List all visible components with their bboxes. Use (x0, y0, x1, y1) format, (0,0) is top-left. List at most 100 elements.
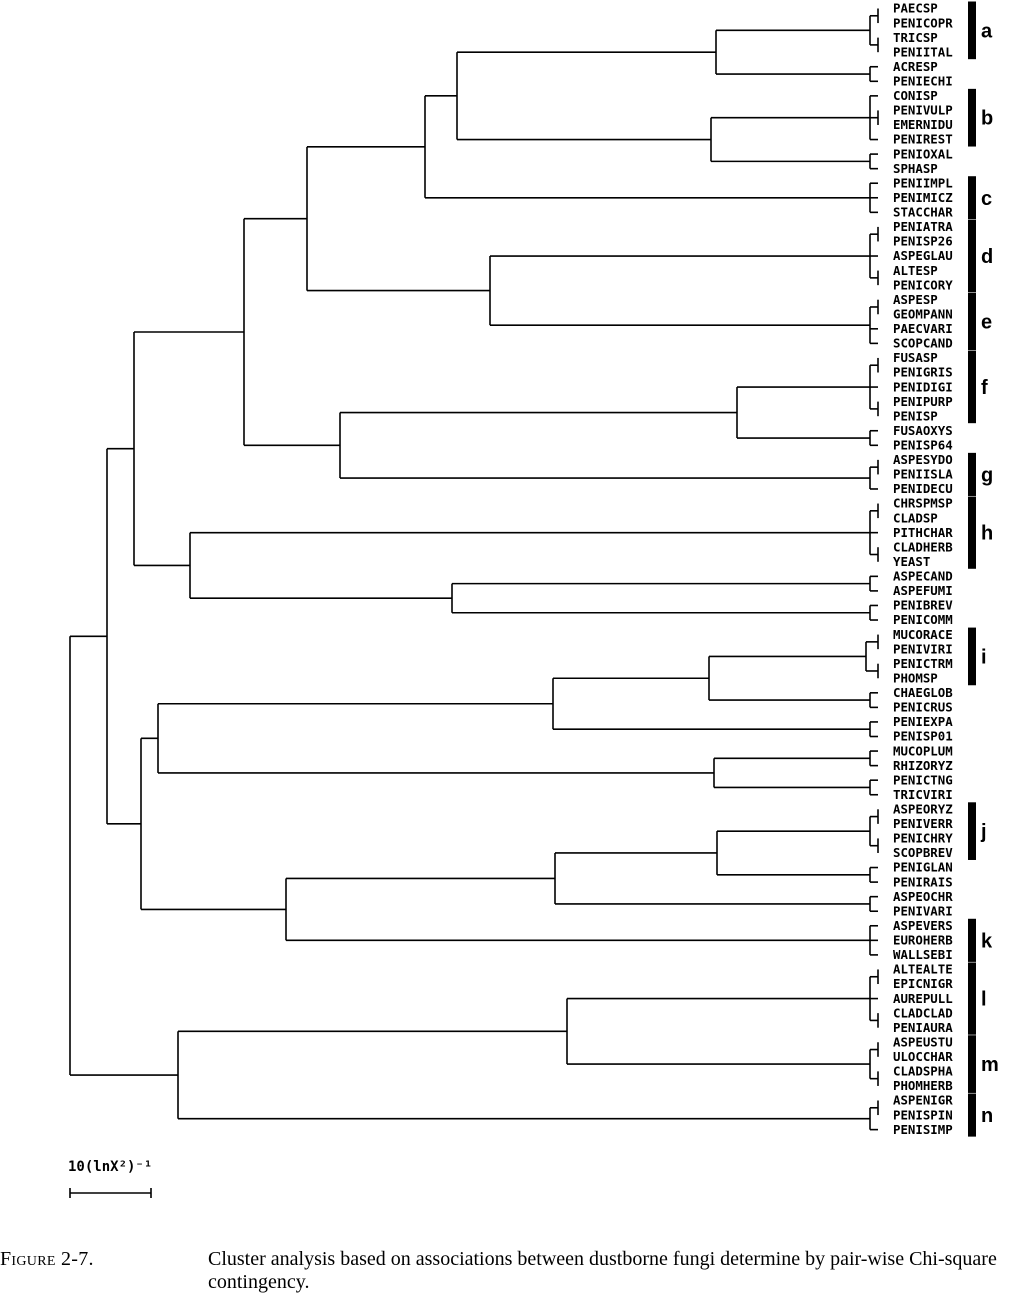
leaf-label: CONISP (893, 88, 938, 103)
leaf-label: PENIEXPA (893, 714, 953, 729)
leaf-label: PENIREST (893, 132, 953, 147)
leaf-label: EMERNIDU (893, 117, 953, 132)
leaf-label: PENIVERR (893, 816, 953, 831)
group-bar (968, 802, 976, 860)
leaf-label: PENIVIRI (893, 641, 953, 656)
group-bar (968, 292, 976, 351)
leaf-label: PENIAURA (893, 1020, 953, 1035)
group-bar (968, 350, 976, 424)
group-letter: b (981, 108, 993, 130)
scale-bar-label: 10(lnX²)⁻¹ (68, 1159, 152, 1175)
leaf-label: ALTEALTE (893, 962, 953, 977)
leaf-label: PENICHRY (893, 831, 953, 846)
leaf-label: PENIDECU (893, 481, 953, 496)
leaf-label: CHRSPMSP (893, 496, 953, 511)
leaf-label: FUSASP (893, 350, 938, 365)
leaf-label: SPHASP (893, 161, 938, 176)
leaf-label: ALTESP (893, 263, 938, 278)
dendrogram: PAECSPPENICOPRTRICSPPENIITALACRESPPENIEC… (68, 1, 999, 1198)
leaf-label: PENICRUS (893, 700, 953, 715)
leaf-label: PENIISLA (893, 467, 953, 482)
leaf-label: WALLSEBI (893, 947, 953, 962)
leaf-label: AUREPULL (893, 991, 953, 1006)
leaf-label: PENICTRM (893, 656, 953, 671)
leaf-labels: PAECSPPENICOPRTRICSPPENIITALACRESPPENIEC… (893, 1, 953, 1137)
leaf-label: PENIECHI (893, 74, 953, 89)
leaf-label: PENISP64 (893, 438, 953, 453)
leaf-label: ASPEGLAU (893, 248, 953, 263)
leaf-label: PENIIMPL (893, 175, 953, 190)
group-letter: a (981, 20, 993, 42)
group-letter: i (981, 646, 987, 668)
leaf-label: PENICOPR (893, 15, 953, 30)
leaf-label: MUCOPLUM (893, 743, 953, 758)
leaf-label: ACRESP (893, 59, 938, 74)
caption-text: Cluster analysis based on associations b… (208, 1248, 997, 1293)
leaf-label: CLADCLAD (893, 1005, 953, 1020)
leaf-label: FUSAOXYS (893, 423, 953, 438)
group-letter: d (981, 246, 993, 268)
group-bar (968, 918, 976, 962)
leaf-label: PENICORY (893, 277, 953, 292)
group-letter: l (981, 989, 987, 1011)
leaf-label: PENISIMP (893, 1122, 953, 1137)
group-letter: m (981, 1054, 999, 1076)
figure-number: Figure 2-7. (0, 1248, 94, 1270)
leaf-label: ASPEFUMI (893, 583, 953, 598)
leaf-label: PHOMHERB (893, 1078, 953, 1093)
leaf-label: EPICNIGR (893, 976, 953, 991)
dendrogram-branches (69, 8, 879, 1131)
leaf-label: PENISP01 (893, 729, 953, 744)
leaf-label: CHAEGLOB (893, 685, 953, 700)
leaf-label: MUCORACE (893, 627, 953, 642)
leaf-label: PENICOMM (893, 612, 953, 627)
group-letter: c (981, 188, 992, 210)
group-letter: e (981, 312, 992, 334)
group-letter: f (981, 377, 988, 399)
leaf-label: PENIDIGI (893, 379, 953, 394)
group-bar (968, 219, 976, 293)
group-letter: j (980, 821, 987, 843)
leaf-label: RHIZORYZ (893, 758, 953, 773)
leaf-label: GEOMPANN (893, 306, 953, 321)
leaf-label: PENIRAIS (893, 874, 953, 889)
group-letter: g (981, 464, 993, 486)
leaf-label: PENISP (893, 408, 938, 423)
leaf-label: PAECSP (893, 1, 938, 16)
cluster-group-markers: a b c d e f g h i j k l m n (968, 1, 999, 1137)
group-bar (968, 627, 976, 686)
leaf-label: STACCHAR (893, 205, 953, 220)
group-bar (968, 1, 976, 60)
leaf-label: ASPEORYZ (893, 802, 953, 817)
leaf-label: PENIGRIS (893, 365, 953, 380)
leaf-label: PENIVULP (893, 103, 953, 118)
leaf-label: PENIITAL (893, 44, 953, 59)
group-bar (968, 1035, 976, 1093)
leaf-label: SCOPBREV (893, 845, 953, 860)
group-letter: h (981, 523, 993, 545)
leaf-label: ASPEUSTU (893, 1034, 953, 1049)
leaf-label: PHOMSP (893, 670, 938, 685)
group-letter: n (981, 1105, 993, 1127)
leaf-label: PENIGLAN (893, 860, 953, 875)
leaf-label: CLADSP (893, 510, 938, 525)
leaf-label: PENIVARI (893, 903, 953, 918)
group-bar (968, 176, 976, 220)
leaf-label: TRICSP (893, 30, 938, 45)
leaf-label: PENICTNG (893, 772, 953, 787)
leaf-label: PITHCHAR (893, 525, 953, 540)
group-bar (968, 496, 976, 569)
group-letter: k (981, 930, 993, 952)
leaf-label: ASPENIGR (893, 1093, 953, 1108)
group-bar (968, 962, 976, 1035)
leaf-label: TRICVIRI (893, 787, 953, 802)
leaf-label: ASPESP (893, 292, 938, 307)
leaf-label: PENIATRA (893, 219, 953, 234)
leaf-label: CLADHERB (893, 539, 953, 554)
leaf-label: PENIPURP (893, 394, 953, 409)
leaf-label: PENISP26 (893, 234, 953, 249)
leaf-label: ASPECAND (893, 569, 953, 584)
leaf-label: PAECVARI (893, 321, 953, 336)
leaf-label: ASPEOCHR (893, 889, 953, 904)
leaf-label: ULOCCHAR (893, 1049, 953, 1064)
